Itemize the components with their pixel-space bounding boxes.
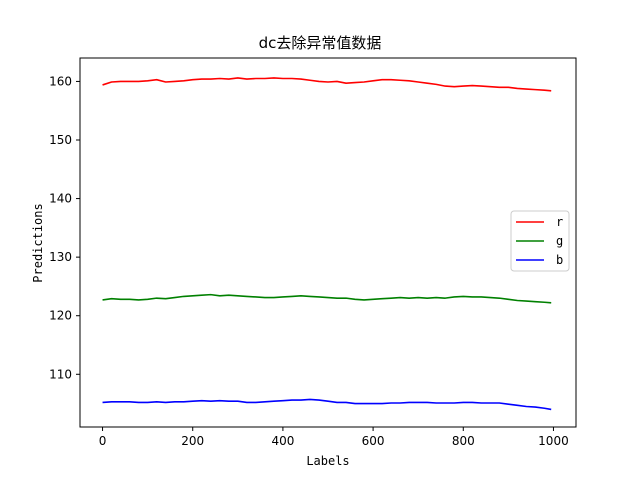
series-line-b (102, 398, 552, 411)
legend-label-r: r (556, 215, 563, 229)
legend: rgb (510, 210, 570, 272)
x-tick-label: 1000 (538, 434, 569, 448)
plot-area (79, 57, 577, 428)
x-tick-label: 800 (452, 434, 475, 448)
plot-frame (79, 57, 577, 428)
y-tick-label: 140 (49, 192, 72, 206)
x-tick-label: 600 (362, 434, 385, 448)
series-layer (102, 77, 552, 411)
y-tick-label: 150 (49, 133, 72, 147)
plot-background (80, 58, 576, 427)
y-tick-label: 160 (49, 74, 72, 88)
y-tick-label: 110 (49, 367, 72, 381)
x-axis: 0 200 400 600 800 1000 (99, 427, 569, 448)
legend-label-b: b (556, 253, 563, 267)
series-line-r (102, 77, 552, 92)
x-tick-label: 200 (181, 434, 204, 448)
y-axis-label: Predictions (31, 203, 45, 282)
y-tick-label: 120 (49, 309, 72, 323)
y-axis: 110 120 130 140 150 160 (49, 74, 80, 381)
legend-label-g: g (556, 234, 563, 248)
x-tick-label: 0 (99, 434, 107, 448)
x-axis-label: Labels (306, 454, 349, 468)
y-tick-label: 130 (49, 250, 72, 264)
series-line-g (102, 293, 552, 304)
x-tick-label: 400 (271, 434, 294, 448)
chart-title: dc去除异常值数据 (259, 34, 382, 52)
